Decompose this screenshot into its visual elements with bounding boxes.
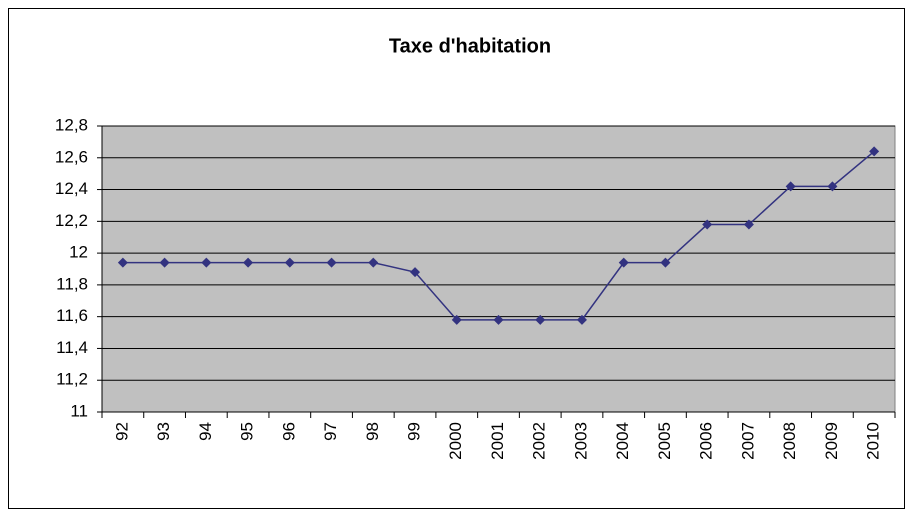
marker (743, 219, 754, 230)
x-tick-label: 2006 (697, 422, 716, 460)
marker (326, 257, 337, 268)
y-tick-label: 11,6 (56, 306, 88, 325)
marker (243, 257, 254, 268)
chart-title: Taxe d'habitation (389, 35, 551, 57)
y-tick-label: 12,6 (55, 147, 88, 166)
y-tick-label: 11 (70, 401, 88, 420)
y-tick-label: 11,4 (56, 338, 88, 357)
x-tick-label: 2005 (655, 422, 674, 460)
x-tick-label: 95 (238, 422, 257, 441)
marker (368, 257, 379, 268)
x-tick-label: 97 (321, 422, 340, 441)
marker (159, 257, 170, 268)
x-tick-label: 2000 (446, 422, 465, 460)
x-tick-label: 2002 (530, 422, 549, 460)
x-tick-label: 99 (405, 422, 424, 441)
plot-area (101, 125, 896, 413)
marker (785, 181, 796, 192)
marker (201, 257, 212, 268)
marker (493, 314, 504, 325)
x-tick-label: 2009 (822, 422, 841, 460)
marker (869, 146, 880, 157)
x-tick-label: 92 (112, 422, 131, 441)
y-tick-label: 12 (69, 243, 88, 262)
x-tick-label: 2008 (780, 422, 799, 460)
x-tick-label: 2003 (571, 422, 590, 460)
marker (284, 257, 295, 268)
x-tick-label: 94 (196, 422, 215, 441)
x-tick-label: 2010 (864, 422, 883, 460)
x-tick-label: 2004 (613, 422, 632, 460)
x-tick-label: 98 (363, 422, 382, 441)
x-tick-label: 2007 (738, 422, 757, 460)
marker (410, 267, 421, 278)
y-tick-label: 12,4 (55, 179, 88, 198)
marker (618, 257, 629, 268)
marker (535, 314, 546, 325)
x-tick-label: 96 (279, 422, 298, 441)
x-tick-label: 93 (154, 422, 173, 441)
marker (827, 181, 838, 192)
marker (576, 314, 587, 325)
marker (702, 219, 713, 230)
x-tick-label: 2001 (488, 422, 507, 460)
y-tick-label: 11,2 (56, 370, 88, 389)
marker (451, 314, 462, 325)
marker (117, 257, 128, 268)
y-tick-label: 12,2 (55, 211, 88, 230)
y-tick-label: 11,8 (56, 274, 88, 293)
y-tick-label: 12,8 (55, 115, 88, 134)
marker (660, 257, 671, 268)
